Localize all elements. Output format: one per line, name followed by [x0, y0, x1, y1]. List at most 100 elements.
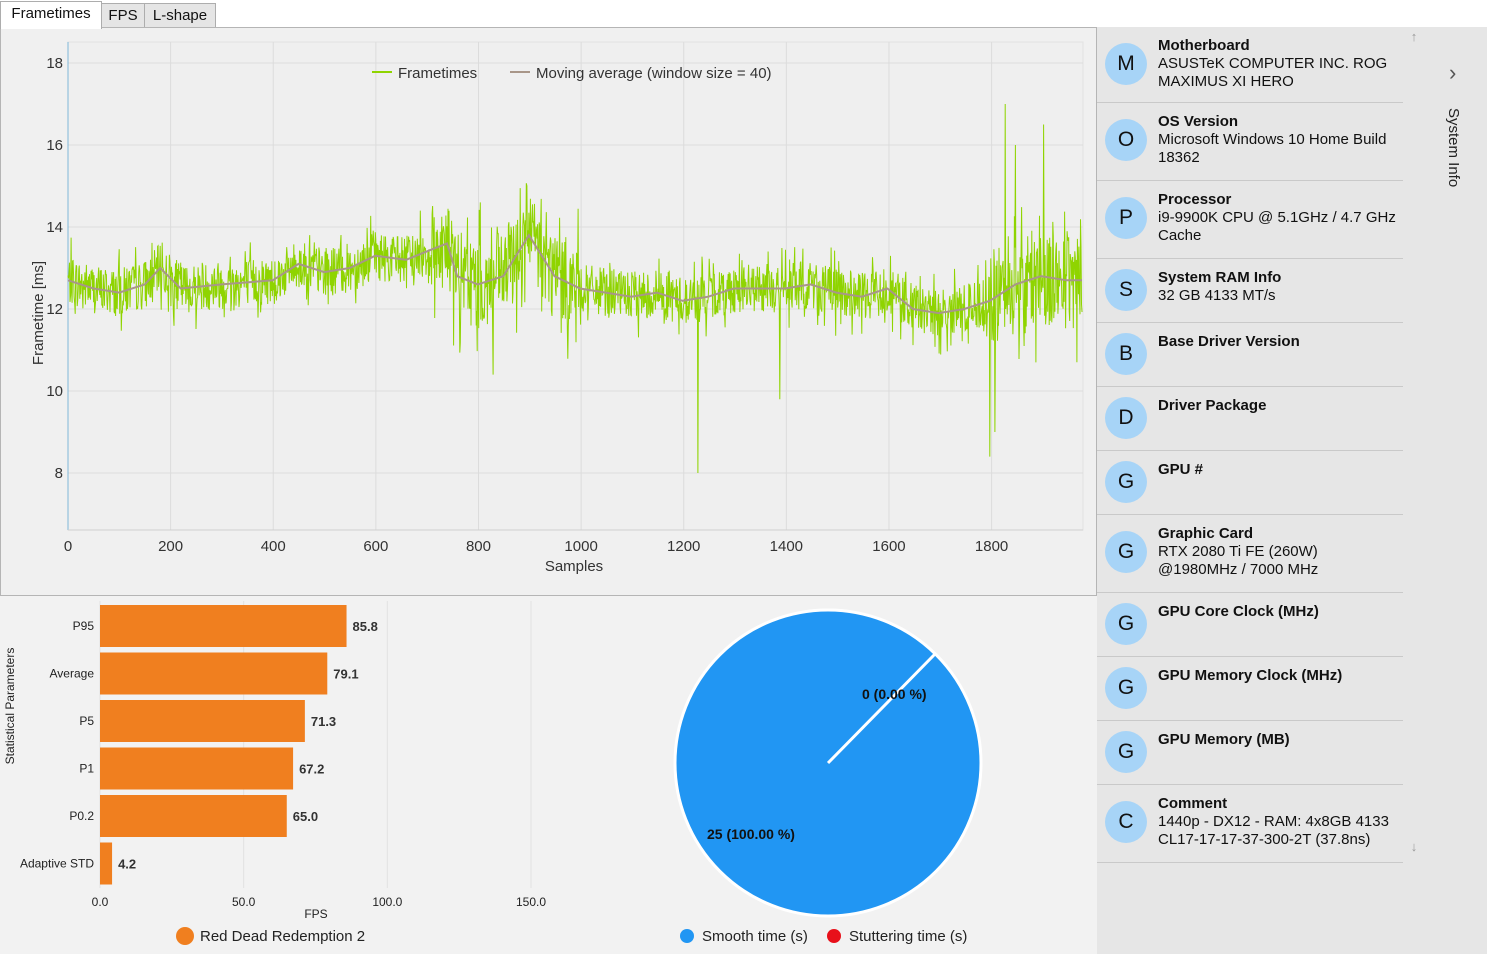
- legend-swatch-game: [176, 927, 194, 945]
- bar[interactable]: [100, 747, 294, 790]
- bar[interactable]: [100, 842, 113, 885]
- y-tick-label: 8: [55, 465, 63, 482]
- tab-fps[interactable]: FPS: [101, 3, 145, 28]
- avatar: S: [1105, 269, 1147, 311]
- x-tick-label: 600: [363, 538, 388, 555]
- system-info-panel: M Motherboard ASUSTeK COMPUTER INC. ROG M…: [1097, 27, 1487, 954]
- info-title: GPU #: [1158, 461, 1204, 478]
- system-info-list[interactable]: M Motherboard ASUSTeK COMPUTER INC. ROG M…: [1097, 27, 1403, 863]
- x-tick-label: 200: [158, 538, 183, 555]
- y-tick-label: 12: [46, 301, 63, 318]
- bar-y-axis-title: Statistical Parameters: [3, 648, 17, 765]
- system-info-expander[interactable]: ›: [1433, 60, 1483, 200]
- info-title: GPU Memory (MB): [1158, 731, 1290, 748]
- x-axis-ticks: 0 200 400 600 800 1000 1200 1400 1600 1800: [64, 538, 1008, 555]
- scroll-down-arrow-icon[interactable]: ↓: [1410, 839, 1418, 854]
- bar-category-label: P5: [79, 714, 94, 728]
- fps-bar-chart[interactable]: P95 85.8 Average 79.1 P5 71.3 P1 67.2 P0.2 65.0 Ad…: [0, 596, 560, 954]
- avatar: D: [1105, 397, 1147, 439]
- avatar: G: [1105, 603, 1147, 645]
- info-title: GPU Memory Clock (MHz): [1158, 667, 1343, 684]
- info-title: OS Version: [1158, 113, 1239, 130]
- system-info-label: System Info: [1445, 108, 1462, 188]
- info-title: Motherboard: [1158, 37, 1250, 54]
- avatar: G: [1105, 667, 1147, 709]
- pie-slice-stuttering: [826, 652, 937, 765]
- x-axis-title: Samples: [545, 558, 603, 575]
- info-item-base-driver-version: B Base Driver Version: [1097, 323, 1403, 387]
- avatar: C: [1105, 801, 1147, 843]
- stutter-pie-chart[interactable]: 0 (0.00 %) 25 (100.00 %) Smooth time (s)…: [560, 596, 1097, 954]
- frametime-chart[interactable]: 0 200 400 600 800 1000 1200 1400 1600 1800 8 10 12 1…: [1, 28, 1096, 595]
- legend-label-moving-average: Moving average (window size = 40): [536, 65, 772, 82]
- info-title: Base Driver Version: [1158, 333, 1300, 350]
- bar-category-label: P0.2: [69, 809, 94, 823]
- bar-value-label: 85.8: [353, 619, 378, 634]
- legend-label-smooth: Smooth time (s): [702, 928, 808, 945]
- bar-x-tick-label: 50.0: [232, 895, 256, 909]
- bar[interactable]: [100, 700, 305, 742]
- y-axis-title: Frametime [ms]: [30, 261, 47, 365]
- pie-label-smooth: 25 (100.00 %): [707, 826, 795, 842]
- x-tick-label: 1600: [872, 538, 905, 555]
- info-title: Comment: [1158, 795, 1228, 812]
- info-item-gpu-memory: G GPU Memory (MB): [1097, 721, 1403, 785]
- legend: Frametimes Moving average (window size =…: [372, 65, 772, 82]
- avatar: G: [1105, 531, 1147, 573]
- y-tick-label: 14: [46, 219, 63, 236]
- bar-category-label: Adaptive STD: [20, 857, 94, 871]
- legend-label-stuttering: Stuttering time (s): [849, 928, 967, 945]
- y-axis-ticks: 8 10 12 14 16 18: [46, 55, 63, 482]
- x-tick-label: 1200: [667, 538, 700, 555]
- frametime-chart-panel: 0 200 400 600 800 1000 1200 1400 1600 1800 8 10 12 1…: [0, 27, 1097, 596]
- info-value: i9-9900K CPU @ 5.1GHz / 4.7 GHz Cache: [1158, 209, 1396, 244]
- bar-grid: [99, 601, 532, 888]
- info-value: 32 GB 4133 MT/s: [1158, 287, 1276, 304]
- bar[interactable]: [100, 605, 347, 647]
- frametimes-series-line: [67, 103, 1083, 474]
- bars: P95 85.8 Average 79.1 P5 71.3 P1 67.2 P0.2 65.0 Ad…: [20, 605, 378, 885]
- x-tick-label: 0: [64, 538, 72, 555]
- bar-value-label: 79.1: [333, 667, 358, 682]
- info-title: System RAM Info: [1158, 269, 1282, 286]
- bar-x-tick-label: 150.0: [516, 895, 546, 909]
- bar-value-label: 65.0: [293, 809, 318, 824]
- bar-value-label: 67.2: [299, 762, 324, 777]
- bar[interactable]: [100, 795, 287, 837]
- y-tick-label: 18: [46, 55, 63, 72]
- info-item-gpu-core-clock: G GPU Core Clock (MHz): [1097, 593, 1403, 657]
- avatar: O: [1105, 119, 1147, 161]
- tab-frametimes[interactable]: Frametimes: [0, 1, 102, 29]
- x-tick-label: 1400: [770, 538, 803, 555]
- info-item-motherboard: M Motherboard ASUSTeK COMPUTER INC. ROG M…: [1097, 27, 1403, 103]
- info-item-system-ram: S System RAM Info 32 GB 4133 MT/s: [1097, 259, 1403, 323]
- bar-category-label: Average: [50, 667, 95, 681]
- avatar: B: [1105, 333, 1147, 375]
- avatar: P: [1105, 197, 1147, 239]
- x-tick-label: 800: [466, 538, 491, 555]
- bar-category-label: P95: [73, 619, 95, 633]
- info-title: Graphic Card: [1158, 525, 1254, 542]
- moving-average-series-line: [67, 233, 1082, 315]
- x-tick-label: 1800: [975, 538, 1008, 555]
- info-item-graphic-card: G Graphic Card RTX 2080 Ti FE (260W) @198…: [1097, 515, 1403, 593]
- info-item-gpu-memory-clock: G GPU Memory Clock (MHz): [1097, 657, 1403, 721]
- info-item-os-version: O OS Version Microsoft Windows 10 Home Bu…: [1097, 103, 1403, 181]
- scroll-up-arrow-icon[interactable]: ↑: [1410, 29, 1418, 44]
- info-item-driver-package: D Driver Package: [1097, 387, 1403, 451]
- info-title: Driver Package: [1158, 397, 1267, 414]
- avatar: G: [1105, 461, 1147, 503]
- info-item-processor: P Processor i9-9900K CPU @ 5.1GHz / 4.7 G…: [1097, 181, 1403, 259]
- legend-swatch-stuttering: [827, 929, 841, 943]
- tab-l-shape[interactable]: L-shape: [144, 3, 216, 28]
- info-value: RTX 2080 Ti FE (260W) @1980MHz / 7000 MH…: [1158, 543, 1319, 578]
- tab-bar: Frametimes FPS L-shape: [0, 0, 1097, 29]
- bar[interactable]: [100, 652, 328, 695]
- legend-label-frametimes: Frametimes: [398, 65, 477, 82]
- grid: [68, 42, 1083, 530]
- x-tick-label: 400: [261, 538, 286, 555]
- statistics-panel: P95 85.8 Average 79.1 P5 71.3 P1 67.2 P0.2 65.0 Ad…: [0, 596, 1097, 954]
- y-tick-label: 16: [46, 137, 63, 154]
- bar-category-label: P1: [79, 762, 94, 776]
- bar-value-label: 71.3: [311, 714, 336, 729]
